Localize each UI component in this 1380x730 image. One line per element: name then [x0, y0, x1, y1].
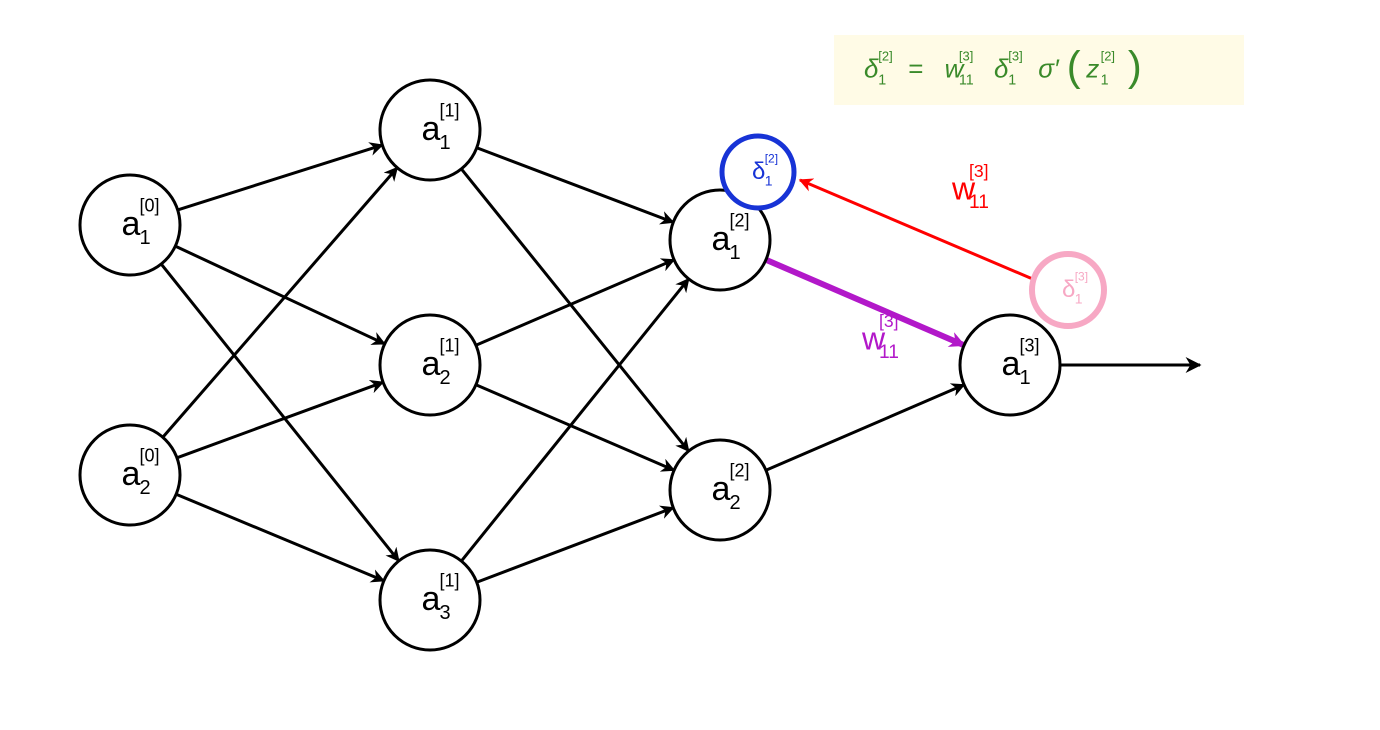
node-a12: a2 [1] — [380, 315, 480, 415]
svg-text:δ: δ — [994, 53, 1009, 83]
svg-text:[1]: [1] — [440, 335, 460, 355]
svg-text:2: 2 — [440, 367, 451, 389]
svg-text:δ: δ — [752, 158, 765, 185]
svg-text:[3]: [3] — [1020, 335, 1040, 355]
svg-text:): ) — [1128, 42, 1142, 89]
svg-text:1: 1 — [765, 173, 773, 189]
svg-text:1: 1 — [1020, 367, 1031, 389]
svg-text:a: a — [122, 205, 141, 243]
svg-text:1: 1 — [440, 132, 451, 154]
svg-text:a: a — [122, 455, 141, 493]
svg-text:[2]: [2] — [1101, 48, 1115, 63]
svg-text:11: 11 — [879, 342, 899, 363]
svg-text:1: 1 — [140, 227, 151, 249]
delta-node-d31: δ1 [3] — [1032, 254, 1104, 326]
svg-text:[2]: [2] — [730, 460, 750, 480]
svg-text:1: 1 — [1075, 291, 1083, 307]
svg-text:1: 1 — [730, 242, 741, 264]
svg-text:[3]: [3] — [969, 161, 989, 181]
svg-text:[3]: [3] — [879, 311, 899, 331]
node-a01: a1 [0] — [80, 175, 180, 275]
svg-text:11: 11 — [959, 73, 974, 89]
svg-text:[3]: [3] — [1008, 48, 1022, 63]
node-a11: a1 [1] — [380, 80, 480, 180]
svg-text:1: 1 — [1008, 73, 1016, 89]
svg-text:a: a — [422, 580, 441, 618]
svg-text:a: a — [422, 110, 441, 148]
neural-network-diagram: w11[3]w11[3]a1[0]a2[0]a1[1]a2[1]a3[1]a1[… — [0, 0, 1380, 730]
svg-text:[2]: [2] — [878, 48, 892, 63]
svg-text:[0]: [0] — [140, 195, 160, 215]
node-a02: a2 [0] — [80, 425, 180, 525]
svg-text:(: ( — [1067, 42, 1081, 89]
svg-text:[1]: [1] — [440, 570, 460, 590]
svg-text:[3]: [3] — [1075, 269, 1088, 283]
svg-text:a: a — [422, 345, 441, 383]
svg-text:σ′: σ′ — [1038, 53, 1060, 83]
svg-text:a: a — [712, 470, 731, 508]
svg-text:1: 1 — [878, 73, 886, 89]
delta-node-d21: δ1 [2] — [722, 136, 794, 208]
svg-text:[2]: [2] — [765, 151, 778, 165]
svg-text:3: 3 — [440, 602, 451, 624]
svg-text:a: a — [1002, 345, 1021, 383]
svg-text:δ: δ — [1062, 276, 1075, 303]
svg-text:11: 11 — [969, 192, 989, 213]
svg-text:[3]: [3] — [959, 48, 973, 63]
node-a31: a1 [3] — [960, 315, 1060, 415]
equation-box: δ1[2] = w11[3]δ1[3]σ′(z1[2]) — [834, 35, 1244, 105]
node-a22: a2 [2] — [670, 440, 770, 540]
node-a13: a3 [1] — [380, 550, 480, 650]
svg-text:2: 2 — [730, 492, 741, 514]
svg-text:z: z — [1085, 53, 1099, 83]
svg-text:[0]: [0] — [140, 445, 160, 465]
svg-text:[2]: [2] — [730, 210, 750, 230]
svg-text:δ: δ — [864, 53, 879, 83]
svg-text:[1]: [1] — [440, 100, 460, 120]
svg-text:a: a — [712, 220, 731, 258]
svg-text:1: 1 — [1101, 73, 1109, 89]
svg-text:2: 2 — [140, 477, 151, 499]
svg-text:=: = — [908, 53, 923, 83]
